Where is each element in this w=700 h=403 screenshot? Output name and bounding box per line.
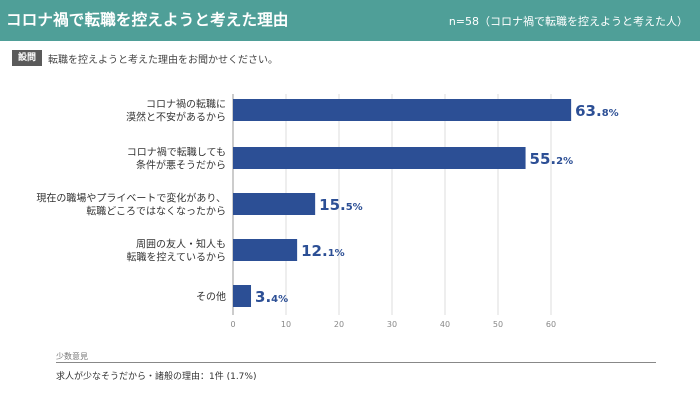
data-label: 3.4% — [255, 288, 288, 306]
question-text: 転職を控えようと考えた理由をお聞かせください。 — [48, 54, 279, 66]
category-label: 周囲の友人・知人も — [136, 238, 226, 251]
category-label: 転職どころではなくなったから — [86, 206, 226, 218]
page-title: コロナ禍で転職を控えようと考えた理由 — [6, 11, 289, 29]
x-tick-label: 30 — [387, 320, 397, 329]
bar — [233, 99, 572, 121]
category-label: 転職を控えているから — [127, 251, 227, 264]
category-label: コロナ禍の転職に — [146, 98, 226, 111]
minority-opinion-label: 少数意見 — [56, 352, 88, 361]
minority-opinion-text: 求人が少なそうだから・諸般の理由：1件 (1.7%) — [56, 372, 257, 382]
question-badge: 設問 — [12, 50, 43, 66]
category-label: 現在の職場やプライベートで変化があり、 — [36, 192, 226, 205]
bar — [233, 285, 252, 307]
data-label: 55.2% — [530, 150, 574, 168]
data-label: 15.5% — [319, 196, 363, 214]
bar — [233, 193, 316, 215]
bar — [233, 239, 298, 261]
x-tick-label: 10 — [281, 320, 291, 329]
x-tick-label: 20 — [334, 320, 344, 329]
sample-size-note: n=58（コロナ禍で転職を控えようと考えた人） — [448, 15, 688, 28]
x-tick-label: 0 — [230, 320, 235, 329]
category-label: コロナ禍で転職しても — [127, 146, 226, 159]
bar — [233, 147, 526, 169]
x-tick-label: 60 — [546, 320, 556, 329]
category-label: その他 — [196, 290, 226, 303]
footer-divider — [56, 362, 656, 363]
category-label: 漠然と不安があるから — [126, 111, 226, 124]
x-tick-label: 40 — [440, 320, 450, 329]
data-label: 63.8% — [575, 102, 619, 120]
data-label: 12.1% — [301, 242, 345, 260]
title-bar: コロナ禍で転職を控えようと考えた理由 n=58（コロナ禍で転職を控えようと考えた… — [0, 0, 700, 41]
category-label: 条件が悪そうだから — [136, 159, 226, 172]
x-tick-label: 50 — [493, 320, 503, 329]
question-row: 設問 転職を控えようと考えた理由をお聞かせください。 — [12, 50, 278, 66]
